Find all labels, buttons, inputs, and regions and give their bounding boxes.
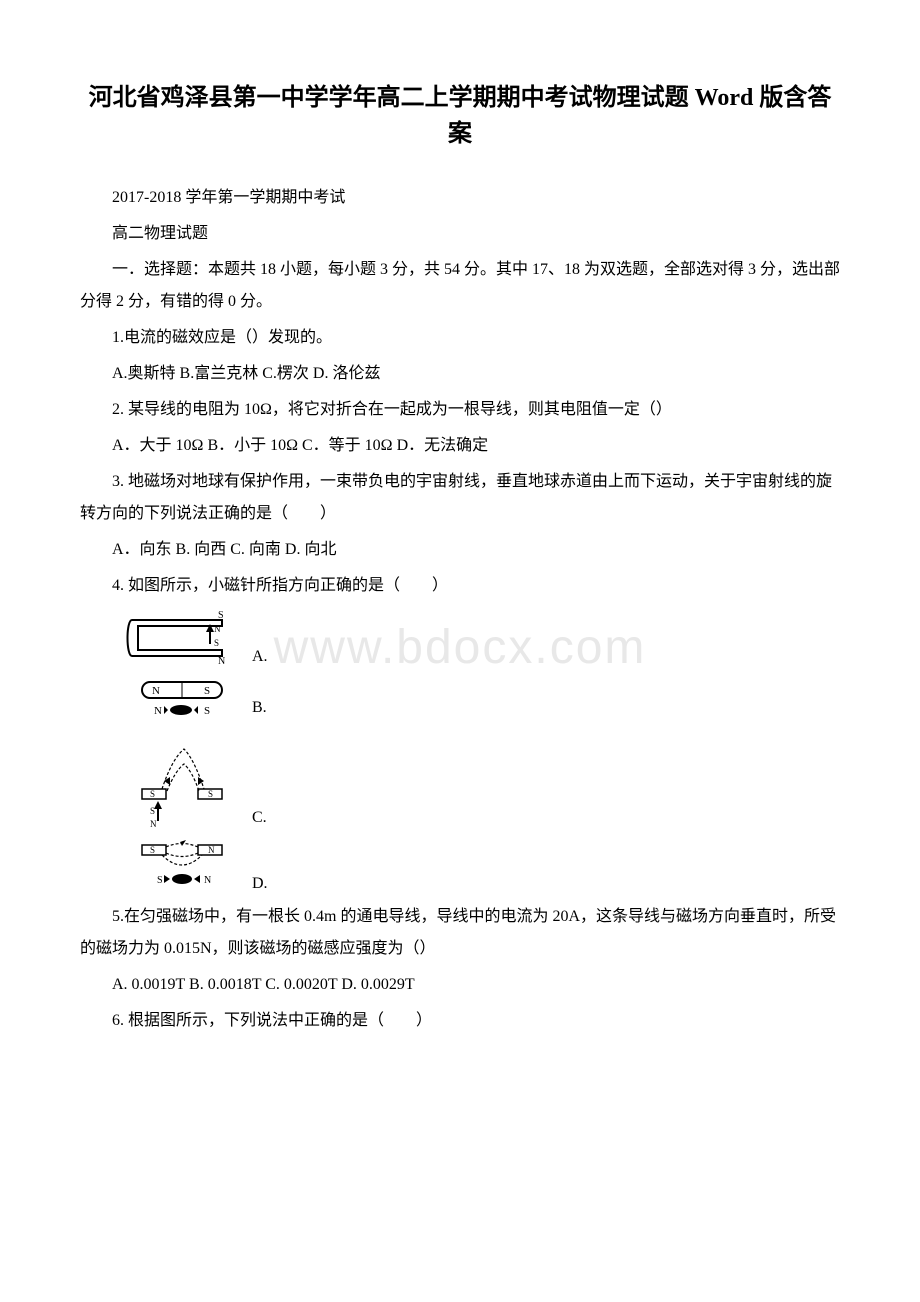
- option-c-label: C.: [252, 807, 267, 829]
- option-a-row: S N N S A.: [112, 608, 840, 668]
- option-b-row: N S N S B.: [112, 674, 840, 719]
- svg-text:S: S: [204, 705, 210, 717]
- svg-text:N: N: [214, 624, 221, 634]
- figure-d: S N S N: [112, 835, 252, 895]
- svg-text:S: S: [157, 875, 163, 886]
- question-1: 1.电流的磁效应是（）发现的。: [80, 322, 840, 354]
- section-instruction: 一．选择题：本题共 18 小题，每小题 3 分，共 54 分。其中 17、18 …: [80, 254, 840, 318]
- question-3-options: A．向东 B. 向西 C. 向南 D. 向北: [80, 534, 840, 566]
- svg-text:S: S: [214, 638, 219, 648]
- document-content: 河北省鸡泽县第一中学学年高二上学期期中考试物理试题 Word 版含答案 2017…: [80, 80, 840, 1037]
- subject-line: 高二物理试题: [80, 218, 840, 250]
- svg-text:N: N: [204, 875, 211, 886]
- svg-text:S: S: [150, 789, 155, 799]
- svg-text:N: N: [218, 656, 225, 667]
- question-4: 4. 如图所示，小磁针所指方向正确的是（ ）: [80, 570, 840, 602]
- question-2: 2. 某导线的电阻为 10Ω，将它对折合在一起成为一根导线，则其电阻值一定（）: [80, 394, 840, 426]
- option-c-row: S S S N C.: [112, 739, 840, 829]
- figure-b: N S N S: [112, 674, 252, 719]
- option-b-label: B.: [252, 697, 267, 719]
- svg-text:S: S: [150, 845, 155, 855]
- svg-text:N: N: [208, 845, 215, 855]
- option-a-label: A.: [252, 646, 268, 668]
- question-5-options: A. 0.0019T B. 0.0018T C. 0.0020T D. 0.00…: [80, 969, 840, 1001]
- question-3: 3. 地磁场对地球有保护作用，一束带负电的宇宙射线，垂直地球赤道由上而下运动，关…: [80, 466, 840, 530]
- question-2-options: A．大于 10Ω B．小于 10Ω C．等于 10Ω D．无法确定: [80, 430, 840, 462]
- svg-text:S: S: [150, 806, 155, 816]
- svg-text:S: S: [204, 685, 210, 697]
- semester-line: 2017-2018 学年第一学期期中考试: [80, 182, 840, 214]
- svg-text:S: S: [208, 789, 213, 799]
- option-d-label: D.: [252, 873, 268, 895]
- svg-text:N: N: [152, 685, 160, 697]
- figure-c: S S S N: [112, 739, 252, 829]
- figure-a: S N N S: [112, 608, 252, 668]
- svg-text:S: S: [218, 610, 224, 621]
- page-title: 河北省鸡泽县第一中学学年高二上学期期中考试物理试题 Word 版含答案: [80, 80, 840, 152]
- question-1-options: A.奥斯特 B.富兰克林 C.楞次 D. 洛伦兹: [80, 358, 840, 390]
- option-d-row: S N S N D.: [112, 835, 840, 895]
- svg-text:N: N: [150, 819, 157, 829]
- svg-text:N: N: [154, 705, 162, 717]
- question-5: 5.在匀强磁场中，有一根长 0.4m 的通电导线，导线中的电流为 20A，这条导…: [80, 901, 840, 965]
- question-6: 6. 根据图所示，下列说法中正确的是（ ）: [80, 1005, 840, 1037]
